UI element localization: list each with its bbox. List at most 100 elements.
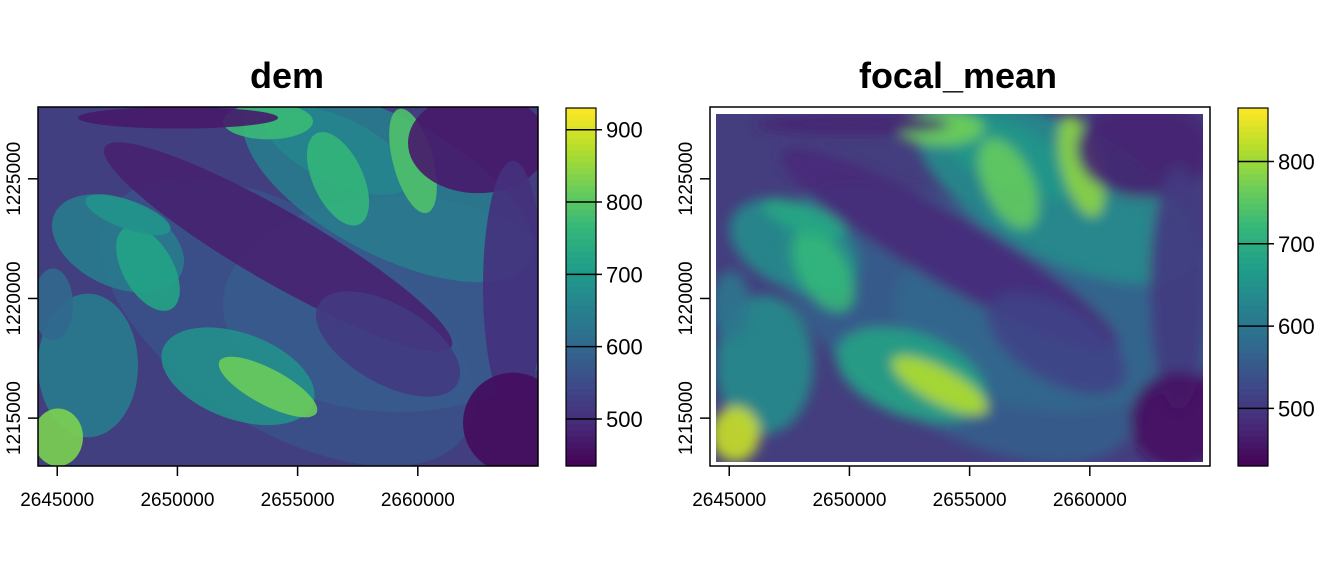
legend-color-step	[1238, 215, 1268, 222]
legend-color-step	[1238, 179, 1268, 187]
legend-color-step	[1238, 352, 1268, 360]
y-tick-label: 1225000	[4, 142, 25, 216]
terrain-patch	[85, 194, 171, 236]
legend-color-step	[1238, 316, 1268, 324]
legend-color-step	[1238, 358, 1268, 366]
legend-color-step	[566, 424, 596, 431]
legend-color-step	[1238, 418, 1268, 425]
legend-color-step	[1238, 376, 1268, 384]
legend-color-step	[566, 287, 596, 294]
terrain-patch	[306, 132, 370, 226]
legend-color-step	[566, 185, 596, 193]
x-tick-label: 2650000	[812, 490, 886, 511]
legend-tick-label: 500	[1278, 396, 1315, 421]
legend-color-step	[566, 436, 596, 443]
terrain-patch	[1129, 371, 1203, 462]
legend-color-step	[566, 233, 596, 240]
legend-color-step	[1238, 275, 1268, 282]
legend-color-step	[1238, 346, 1268, 354]
legend-color-step	[1238, 430, 1268, 437]
legend-color-step	[566, 310, 596, 318]
legend-color-step	[566, 388, 596, 395]
legend-color-step	[1238, 310, 1268, 318]
y-tick-label: 1220000	[4, 261, 25, 335]
focal-mean-plot-frame	[709, 106, 1211, 467]
legend-color-step	[1238, 257, 1268, 264]
focal-mean-raster	[716, 114, 1203, 462]
dem-panel: dem 2645000 2650000 2655000 2660000 1215000…	[4, 55, 643, 511]
terrain-patch	[38, 408, 83, 466]
legend-color-step	[1238, 287, 1268, 294]
legend-color-step	[1238, 209, 1268, 216]
legend-color-step	[566, 412, 596, 419]
legend-color-step	[1238, 131, 1268, 139]
legend-color-step	[566, 113, 596, 121]
focal-mean-legend: 500 600 700 800	[1237, 107, 1315, 467]
legend-color-step	[1238, 119, 1268, 127]
legend-color-step	[566, 227, 596, 234]
terrain-patch	[986, 292, 1128, 395]
legend-color-step	[566, 161, 596, 169]
focal-mean-x-axis: 2645000 2650000 2655000 2660000	[692, 466, 1127, 511]
legend-tick-label: 600	[1278, 314, 1315, 339]
legend-color-step	[1238, 203, 1268, 211]
legend-color-step	[566, 209, 596, 216]
dem-title: dem	[250, 55, 324, 96]
terrain-patch	[38, 268, 73, 341]
legend-color-step	[1238, 167, 1268, 175]
legend-color-step	[1238, 108, 1268, 115]
legend-color-step	[566, 251, 596, 258]
legend-color-step	[566, 406, 596, 413]
legend-color-step	[1238, 394, 1268, 401]
legend-color-step	[1238, 412, 1268, 419]
legend-color-step	[566, 442, 596, 449]
terrain-patch	[892, 355, 989, 415]
dem-plot-frame	[37, 106, 539, 467]
legend-color-step	[566, 275, 596, 282]
y-tick-label: 1225000	[676, 142, 697, 216]
dem-legend: 500 600 700 800 900	[565, 107, 643, 467]
legend-color-step	[566, 430, 596, 437]
legend-color-step	[1238, 298, 1268, 306]
legend-color-step	[566, 173, 596, 181]
legend-color-step	[1238, 460, 1268, 467]
legend-color-step	[1238, 221, 1268, 228]
legend-color-step	[1238, 245, 1268, 252]
legend-color-step	[1238, 137, 1268, 145]
legend-color-step	[1238, 281, 1268, 288]
legend-color-step	[1238, 406, 1268, 413]
legend-frame	[1237, 107, 1269, 467]
legend-color-step	[566, 203, 596, 211]
legend-color-step	[566, 346, 596, 354]
legend-color-step	[566, 370, 596, 378]
legend-color-step	[566, 149, 596, 157]
terrain-patch	[716, 270, 751, 341]
terrain-patch	[483, 160, 538, 413]
y-tick-label: 1215000	[4, 381, 25, 455]
terrain-patch	[978, 138, 1039, 229]
dem-x-axis: 2645000 2650000 2655000 2660000	[20, 466, 455, 511]
legend-color-step	[566, 304, 596, 312]
legend-color-step	[566, 298, 596, 306]
legend-color-step	[566, 179, 596, 187]
legend-color-step	[1238, 454, 1268, 461]
terrain-patch	[792, 229, 855, 312]
legend-tick-label: 800	[606, 190, 643, 215]
legend-tick-label: 700	[606, 262, 643, 287]
legend-color-step	[1238, 328, 1268, 336]
terrain-patch	[116, 226, 180, 311]
legend-color-step	[1238, 340, 1268, 348]
legend-tick-label: 800	[1278, 149, 1315, 174]
legend-color-step	[566, 316, 596, 324]
focal-mean-panel: focal_mean 2645000 2650000 2655000 2660000 …	[676, 55, 1315, 511]
legend-color-step	[1238, 442, 1268, 449]
legend-color-step	[566, 143, 596, 151]
legend-color-step	[566, 191, 596, 199]
y-tick-label: 1220000	[676, 261, 697, 335]
x-tick-label: 2660000	[381, 490, 455, 511]
legend-color-step	[1238, 388, 1268, 395]
legend-tick-label: 900	[606, 118, 643, 143]
legend-color-step	[566, 119, 596, 127]
legend-color-step	[566, 108, 596, 115]
